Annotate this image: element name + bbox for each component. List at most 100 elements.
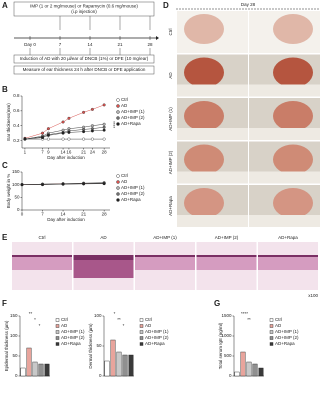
marker xyxy=(41,136,45,140)
bar xyxy=(252,363,258,377)
marker xyxy=(90,137,94,141)
epidermis xyxy=(73,255,134,260)
legend-swatch xyxy=(116,180,120,184)
x-axis-label: Day after induction xyxy=(47,155,85,160)
bar xyxy=(122,354,128,377)
legend-swatch xyxy=(55,330,60,334)
x-tick-label: 28 xyxy=(102,150,108,155)
marker xyxy=(67,130,71,134)
legend-swatch xyxy=(139,342,144,346)
x-axis-label: Day after induction xyxy=(47,217,85,222)
legend-label: AD xyxy=(61,323,68,328)
significance: * xyxy=(123,323,125,328)
bar xyxy=(246,361,252,377)
marker xyxy=(61,182,65,186)
bar xyxy=(128,354,134,377)
ear xyxy=(184,14,224,44)
bar xyxy=(240,351,246,377)
bar xyxy=(26,347,32,377)
y-tick-label: 0 xyxy=(99,373,102,378)
row-label: AD+IMP (2) xyxy=(168,150,173,174)
y-axis-label: Ear thickness(mm) xyxy=(6,103,11,141)
y-tick-label: 0 xyxy=(17,207,20,212)
fur xyxy=(177,128,248,140)
legend-label: AD+IMP (2) xyxy=(275,335,299,340)
x-tick-label: 0 xyxy=(21,212,24,217)
marker xyxy=(102,125,106,129)
x-tick-label: 24 xyxy=(90,150,96,155)
measure: Measure of ear thickness 24 h after DNCB… xyxy=(23,67,146,72)
tissue xyxy=(196,256,257,270)
marker xyxy=(46,133,50,137)
bar xyxy=(44,363,50,377)
legend-label: AD+IMP (2) xyxy=(61,335,85,340)
significance: ** xyxy=(117,317,121,322)
legend-swatch xyxy=(116,174,120,178)
ear xyxy=(273,57,313,88)
ear xyxy=(184,57,224,88)
marker xyxy=(41,183,45,187)
ear xyxy=(184,101,224,131)
y-tick-label: 150 xyxy=(12,169,20,174)
column-label: AD+Rapa xyxy=(278,235,298,240)
legend-swatch xyxy=(116,104,120,108)
legend-label: AD+Rapa xyxy=(275,341,295,346)
legend-label: AD+Rapa xyxy=(145,341,165,346)
legend-label: AD xyxy=(145,323,152,328)
significance: * xyxy=(114,311,116,316)
legend-label: Ctrl xyxy=(61,317,68,322)
ear xyxy=(273,144,313,175)
legend-label: AD+Rapa xyxy=(61,341,81,346)
tissue xyxy=(258,256,318,270)
x-tick-label: 9 xyxy=(47,150,50,155)
legend-label: AD+IMP (2) xyxy=(121,191,145,196)
marker xyxy=(61,137,65,141)
treatment-box xyxy=(13,1,155,17)
bar xyxy=(20,367,26,377)
legend-label: AD+IMP (1) xyxy=(61,329,85,334)
y-axis-label: Dermal thickness (µm) xyxy=(88,323,93,369)
induction-box xyxy=(13,54,155,64)
marker xyxy=(41,131,45,135)
x-tick-label: 7 xyxy=(41,150,44,155)
panel-label: F xyxy=(2,299,7,308)
fur xyxy=(177,84,248,97)
tissue xyxy=(73,256,134,278)
fur xyxy=(177,171,248,184)
y-tick-label: 1000 xyxy=(221,333,232,338)
legend-swatch xyxy=(116,116,120,120)
legend-swatch xyxy=(139,318,144,322)
legend-swatch xyxy=(139,330,144,334)
significance: * xyxy=(34,317,36,322)
marker xyxy=(102,137,106,141)
legend-swatch xyxy=(269,318,274,322)
y-tick-label: 0.2 xyxy=(13,138,20,143)
x-tick-label: 7 xyxy=(41,212,44,217)
legend-swatch xyxy=(116,198,120,202)
fur xyxy=(177,215,248,227)
y-tick-label: 0.6 xyxy=(13,108,20,113)
y-tick-label: 0 xyxy=(15,373,18,378)
y-tick-label: 50 xyxy=(14,195,20,200)
x-tick-label: 16 xyxy=(66,150,72,155)
legend-swatch xyxy=(55,342,60,346)
ear xyxy=(273,101,313,131)
legend-swatch xyxy=(116,110,120,114)
y-tick-label: 500 xyxy=(224,353,232,358)
panel-label: D xyxy=(163,1,169,10)
marker xyxy=(20,183,24,187)
route: (i.p injection) xyxy=(71,9,97,14)
photo-title: Day 28 xyxy=(241,2,256,7)
legend-label: Ctrl xyxy=(145,317,152,322)
x-tick-label: 14 xyxy=(61,150,67,155)
legend-swatch xyxy=(55,324,60,328)
significance: ** xyxy=(29,311,33,316)
marker xyxy=(82,137,86,141)
bar xyxy=(110,339,116,377)
legend-swatch xyxy=(269,330,274,334)
significance: **** xyxy=(111,121,116,128)
marker xyxy=(67,137,71,141)
marker xyxy=(102,122,106,126)
x-tick-label: 1 xyxy=(24,150,27,155)
